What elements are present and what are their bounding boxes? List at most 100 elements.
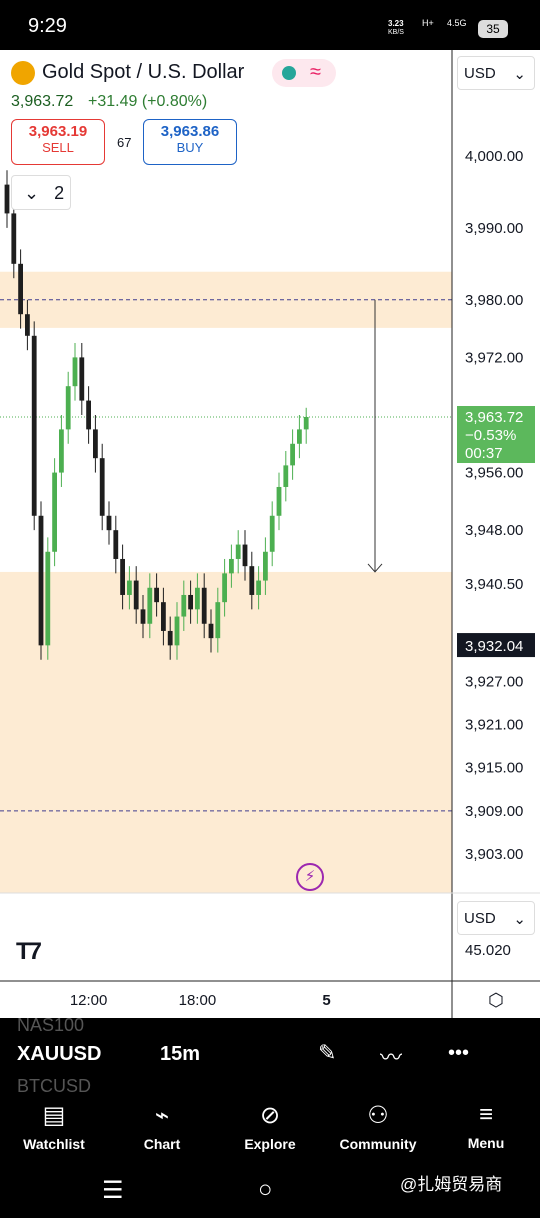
- nav-icon: ▤: [42, 1102, 66, 1129]
- android-menu[interactable]: ☰: [102, 1177, 124, 1204]
- candle-body: [256, 580, 261, 595]
- nav-item[interactable]: ⚇ Community: [324, 1093, 432, 1165]
- more-icon[interactable]: •••: [448, 1042, 470, 1064]
- nav-label: Community: [339, 1136, 417, 1152]
- last-change: −0.53%: [465, 427, 516, 444]
- candle-body: [72, 357, 78, 387]
- candle-body: [154, 587, 159, 603]
- android-home[interactable]: ○: [258, 1176, 273, 1203]
- currency-select[interactable]: USD ⌄: [457, 56, 535, 90]
- buy-price: 3,963.86: [160, 123, 220, 140]
- prev-symbol[interactable]: NAS100: [17, 1015, 85, 1035]
- tv-logo[interactable]: T7: [16, 938, 42, 965]
- nav-item[interactable]: ▤ Watchlist: [0, 1093, 108, 1165]
- indicator-icon[interactable]: 〰: [380, 1045, 403, 1070]
- last-price-label: 3,963.72: [465, 409, 523, 426]
- countdown: 00:37: [465, 445, 503, 462]
- candle-body: [147, 587, 153, 624]
- candle-body: [303, 417, 309, 430]
- nav-item[interactable]: ⊘ Explore: [216, 1093, 324, 1165]
- candle-body: [106, 515, 112, 531]
- flash-icon[interactable]: ⚡: [296, 863, 324, 891]
- candle-body: [59, 429, 64, 473]
- cursor-price-label: 3,932.04: [465, 638, 523, 655]
- nav-icon: ≡: [478, 1101, 493, 1128]
- next-symbol[interactable]: BTCUSD: [17, 1076, 92, 1096]
- candle-body: [167, 630, 173, 646]
- candle-body: [18, 263, 23, 315]
- draw-icon[interactable]: ✎: [318, 1040, 337, 1065]
- candle-body: [283, 465, 289, 487]
- lower-currency-select[interactable]: USD ⌄: [457, 901, 535, 935]
- x-tick-label: 12:00: [70, 992, 108, 1009]
- candle-body: [188, 594, 193, 610]
- candle-body: [86, 400, 91, 430]
- candle-body: [113, 530, 119, 559]
- candle-body: [235, 544, 241, 559]
- nav-icon: ⊘: [259, 1102, 281, 1129]
- candle-body: [276, 486, 282, 516]
- nav-icon: ⌁: [154, 1102, 170, 1129]
- network: H+: [422, 18, 434, 28]
- candle-body: [120, 558, 125, 595]
- sell-label: SELL: [42, 140, 74, 155]
- net-unit: KB/S: [388, 29, 404, 36]
- buy-button[interactable]: 3,963.86 BUY: [143, 119, 237, 165]
- candle-body: [201, 587, 207, 624]
- lower-currency: USD: [464, 910, 496, 927]
- currency: USD: [464, 65, 496, 82]
- sell-button[interactable]: 3,963.19 SELL: [11, 119, 105, 165]
- nav-item[interactable]: ≡ Menu: [432, 1093, 540, 1165]
- header-change: +31.49 (+0.80%): [88, 93, 208, 110]
- y-tick-label: 3,940.50: [465, 576, 523, 593]
- battery: 35: [478, 20, 508, 38]
- candle-body: [222, 573, 227, 603]
- y-tick-label: 4,000.00: [465, 148, 523, 165]
- y-tick-label: 3,909.00: [465, 803, 523, 820]
- indicator-count: 2: [54, 183, 65, 203]
- cursor-price-box: [457, 633, 535, 658]
- status-pill[interactable]: ≈: [272, 59, 336, 87]
- x-tick-label: 5: [322, 992, 330, 1009]
- interval[interactable]: 15m: [160, 1043, 201, 1065]
- header-price: 3,963.72: [11, 93, 74, 110]
- candle-body: [38, 515, 44, 646]
- nav-label: Watchlist: [23, 1136, 85, 1152]
- candle-body: [208, 623, 214, 639]
- y-tick-label: 3,921.00: [465, 717, 523, 734]
- zone: [0, 571, 452, 893]
- gold-icon: [11, 61, 35, 85]
- symbol-title[interactable]: Gold Spot / U.S. Dollar: [42, 61, 245, 83]
- candle-body: [140, 609, 146, 624]
- candle-body: [269, 515, 275, 552]
- watermark: @扎姆贸易商: [400, 1175, 503, 1194]
- y-tick-label: 3,990.00: [465, 220, 523, 237]
- nav-label: Explore: [244, 1136, 296, 1152]
- indicator-toggle[interactable]: ⌄ 2: [11, 175, 71, 210]
- candle-body: [195, 587, 200, 610]
- net-speed: 3.23: [388, 19, 404, 28]
- clock: 9:29: [28, 15, 67, 37]
- symbol[interactable]: XAUUSD: [17, 1043, 102, 1065]
- candle-body: [25, 314, 30, 336]
- settings-icon[interactable]: ⬡: [488, 990, 504, 1010]
- candle-body: [65, 386, 71, 430]
- candle-body: [161, 602, 166, 631]
- nav-label: Menu: [467, 1135, 505, 1151]
- candle-body: [181, 594, 187, 617]
- buy-label: BUY: [176, 140, 204, 155]
- candle-body: [229, 558, 234, 574]
- candle-body: [52, 472, 57, 552]
- nav-bg: [0, 1093, 540, 1218]
- y-tick-label: 3,915.00: [465, 760, 523, 777]
- status-bar: 9:29 3.23 KB/S H+ 4.5G 35: [0, 0, 540, 50]
- nav-item[interactable]: ⌁ Chart: [108, 1093, 216, 1165]
- candle-body: [79, 357, 85, 401]
- candle-body: [297, 429, 302, 444]
- candle-body: [4, 184, 10, 214]
- x-tick-label: 18:00: [179, 992, 217, 1009]
- candle-body: [263, 551, 268, 581]
- last-price-box: [457, 406, 535, 464]
- y-tick-label: 3,956.00: [465, 465, 523, 482]
